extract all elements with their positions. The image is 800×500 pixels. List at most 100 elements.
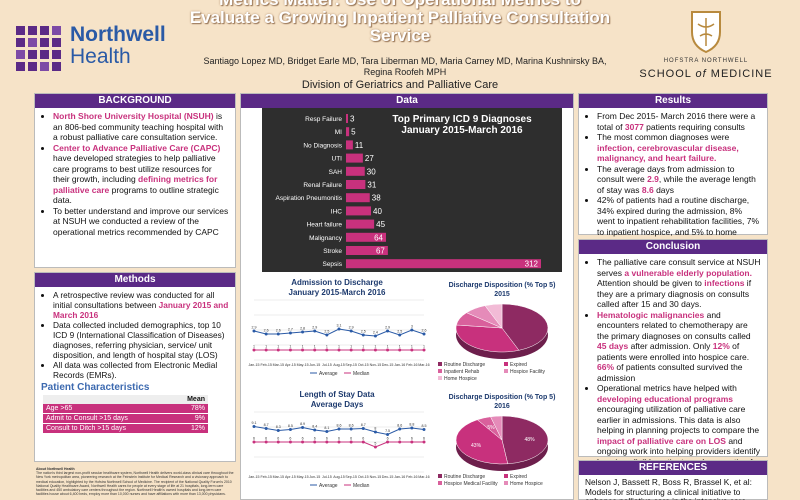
methods-bullet-1: A retrospective review was conducted for… <box>53 290 229 320</box>
data-point <box>313 428 317 432</box>
northwell-word: Northwell <box>70 23 166 46</box>
point-value-label: 6 <box>253 437 255 441</box>
health-word: Health <box>70 45 131 68</box>
data-point <box>410 348 414 352</box>
point-value-label: 2.6 <box>276 329 281 333</box>
x-tick-label: Jul-15 <box>322 475 332 479</box>
bar <box>346 246 388 255</box>
data-point <box>361 427 365 430</box>
con-2d: of patients consulted survived the admis… <box>597 362 743 383</box>
data-point <box>422 348 426 352</box>
data-point <box>386 433 390 436</box>
data-point <box>288 440 292 444</box>
avg-days-highlight: 2.9 <box>647 174 659 184</box>
point-value-label: 1 <box>277 345 279 349</box>
point-value-label: 6 <box>265 437 267 441</box>
northwell-logo: Northwell Health <box>10 18 170 82</box>
point-value-label: 2.5 <box>361 330 366 334</box>
data-point <box>373 334 377 338</box>
data-point <box>288 428 292 431</box>
bar-category-label: Renal Failure <box>303 182 342 189</box>
x-tick-label: Mar-16 <box>418 475 429 479</box>
point-value-label: 1 <box>362 345 364 349</box>
res-3a: The average days from admission to consu… <box>597 163 735 185</box>
con-2c: of patients were enrolled into hospice c… <box>597 341 750 362</box>
bg-text-1: is an 806-bed community teaching hospita… <box>53 111 224 142</box>
point-value-label: 6 <box>314 437 316 441</box>
data-point <box>398 427 402 431</box>
point-value-label: 1 <box>302 345 304 349</box>
legend-label: Average <box>319 371 338 377</box>
infections-highlight: infections <box>704 278 745 288</box>
legend-swatch <box>438 474 442 478</box>
point-value-label: 1 <box>289 345 291 349</box>
northwell-mark-icon <box>16 26 61 71</box>
x-tick-label: Oct-15 <box>358 475 369 479</box>
data-point <box>398 348 402 352</box>
data-point <box>373 445 377 449</box>
bar <box>346 193 370 203</box>
point-value-label: 6 <box>302 437 304 441</box>
bar-value-label: 27 <box>365 154 374 163</box>
bar <box>346 219 375 229</box>
line-chart-title-2: Average Days <box>311 400 364 409</box>
data-point <box>313 440 317 444</box>
los-highlight: 8.6 <box>641 184 654 195</box>
pie-slice <box>490 415 503 441</box>
legend-label: Inpatient Rehab <box>444 369 480 375</box>
references-panel: REFERENCES Nelson J, Bassett R, Boss R, … <box>578 460 768 500</box>
res-3c: days <box>653 184 675 195</box>
conclusion-bullet-1: The palliative care consult service at N… <box>597 257 761 310</box>
background-panel: BACKGROUND North Shore University Hospit… <box>34 93 236 268</box>
x-tick-label: Dec-15 <box>382 363 394 367</box>
row-label: Admit to Consult >15 days <box>43 413 173 424</box>
x-tick-label: Mar-16 <box>418 363 429 367</box>
legend-swatch <box>504 474 508 478</box>
x-tick-label: Nov-15 <box>370 475 382 479</box>
data-point <box>422 332 426 336</box>
point-value-label: 1 <box>411 345 413 349</box>
data-point <box>264 332 268 336</box>
bar <box>346 140 353 150</box>
x-tick-label: Feb-16 <box>406 363 417 367</box>
about-northwell: About Northwell Health The nation's thir… <box>36 467 234 500</box>
hofstra-seal-icon <box>691 11 721 54</box>
point-value-label: 1 <box>374 345 376 349</box>
data-point <box>288 348 292 352</box>
point-value-label: 1 <box>423 345 425 349</box>
data-point <box>301 330 305 334</box>
pie-slice <box>501 415 549 465</box>
data-point <box>325 430 329 433</box>
con-1c: if they are a primary diagnosis on consu… <box>597 278 752 309</box>
bar <box>346 180 366 189</box>
data-point <box>349 348 353 352</box>
bar <box>346 232 386 242</box>
hofstra-school: SCHOOL <box>639 68 692 80</box>
point-value-label: 6 <box>289 437 291 441</box>
elderly-highlight: a vulnerable elderly population. <box>624 267 752 278</box>
x-tick-label: Sep-15 <box>345 363 357 367</box>
pie-title-1: Discharge Disposition (% Top 5) <box>449 282 556 289</box>
res-2a: The most common diagnoses were <box>597 132 730 142</box>
hofstra-medicine: MEDICINE <box>710 68 773 80</box>
x-tick-label: Jan-15 <box>249 363 260 367</box>
x-tick-label: Feb-15 <box>260 363 271 367</box>
data-point <box>373 430 377 434</box>
bar <box>346 127 350 137</box>
point-value-label: 9.1 <box>252 421 257 425</box>
x-tick-label: Mar-15 <box>273 363 284 367</box>
data-point <box>301 348 305 352</box>
x-tick-label: Apr-15 <box>285 363 296 367</box>
data-point <box>349 440 353 444</box>
point-value-label: 5 <box>374 442 376 446</box>
bar-chart-svg: Resp Failure 3 MI 5 No Diagnosis 11 UTI 27 SAH 30… <box>276 114 541 269</box>
x-tick-label: Jan-15 <box>249 475 260 479</box>
data-point <box>313 348 317 352</box>
point-value-label: 1 <box>314 345 316 349</box>
bar-value-label: 312 <box>525 260 539 269</box>
x-tick-label: Oct-15 <box>358 363 369 367</box>
author-list: Santiago Lopez MD, Bridget Earle MD, Tar… <box>203 56 607 77</box>
results-bullet-2: The most common diagnoses were infection… <box>597 132 761 164</box>
data-point <box>398 440 402 444</box>
data-point <box>373 348 377 352</box>
